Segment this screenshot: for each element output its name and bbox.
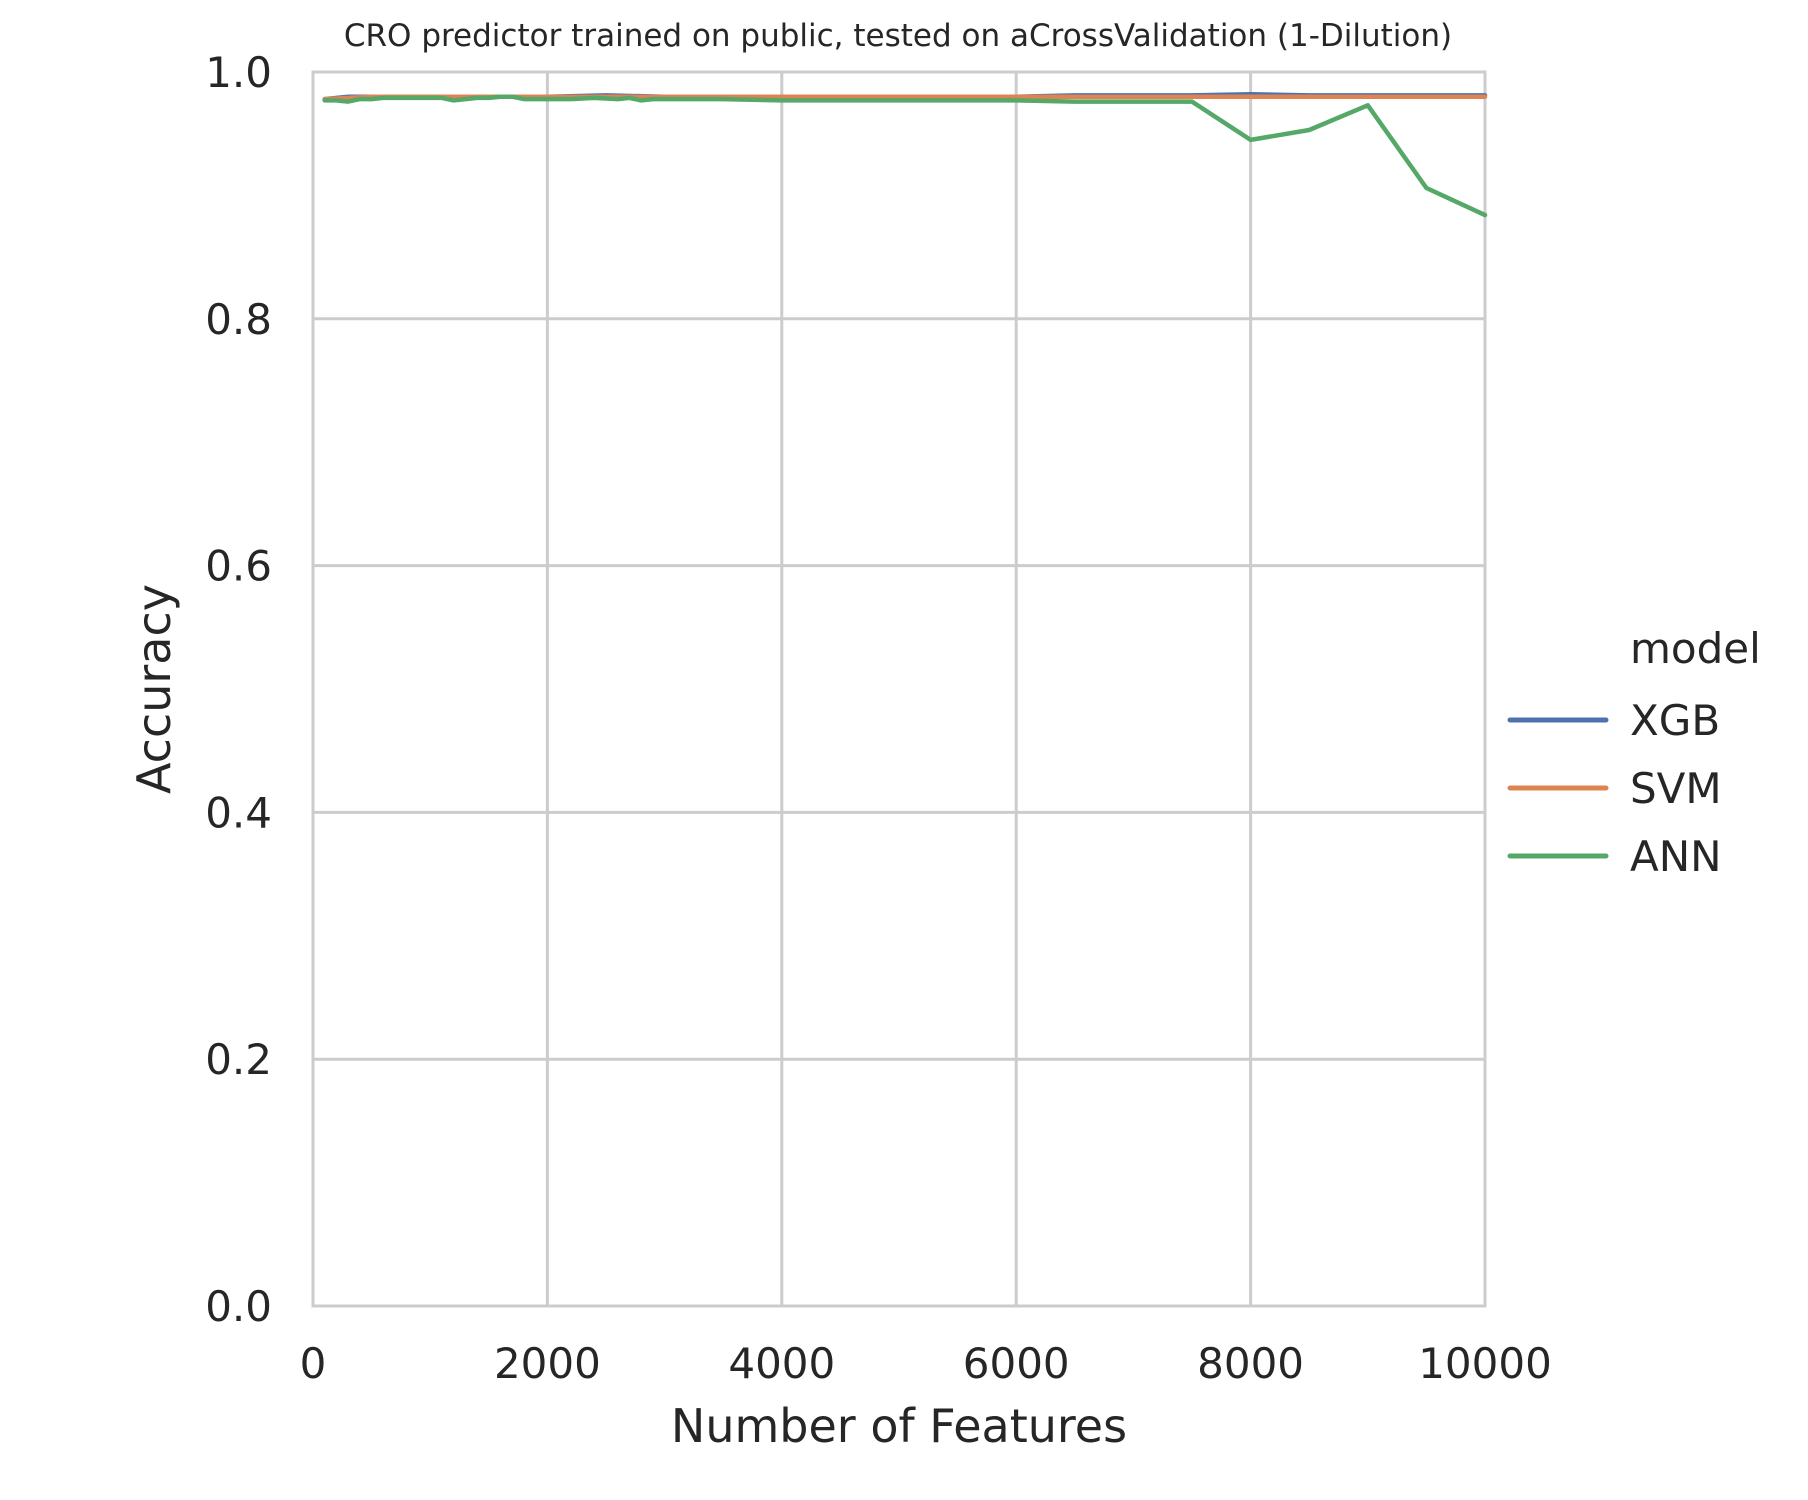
x-tick-label: 0 (300, 1339, 327, 1388)
x-tick-label: 8000 (1197, 1339, 1304, 1388)
chart-title: CRO predictor trained on public, tested … (344, 18, 1452, 54)
plot-area-border (311, 70, 1487, 1308)
x-axis-label: Number of Features (671, 1399, 1127, 1453)
x-tick-label: 4000 (728, 1339, 835, 1388)
x-tick-label: 10000 (1418, 1339, 1552, 1388)
x-tick-labels: 0 2000 4000 6000 8000 10000 (300, 1339, 1552, 1388)
y-tick-label: 0.0 (205, 1282, 272, 1331)
y-tick-label: 0.4 (205, 788, 272, 837)
x-tick-label: 2000 (494, 1339, 601, 1388)
legend-label-xgb: XGB (1630, 696, 1720, 745)
y-tick-labels: 0.0 0.2 0.4 0.6 0.8 1.0 (205, 48, 272, 1331)
legend-label-ann: ANN (1630, 832, 1722, 881)
series-line-ann (322, 94, 1488, 218)
axes-frame (311, 70, 1487, 1308)
y-tick-label: 0.2 (205, 1035, 272, 1084)
y-tick-label: 0.6 (205, 542, 272, 591)
legend: model XGB SVM ANN (1507, 624, 1761, 881)
grid-lines (311, 70, 1487, 1308)
x-tick-label: 6000 (963, 1339, 1070, 1388)
legend-title: model (1630, 624, 1761, 673)
legend-label-svm: SVM (1630, 764, 1722, 813)
series-lines (322, 91, 1488, 218)
y-axis-label: Accuracy (127, 584, 181, 794)
y-tick-label: 0.8 (205, 295, 272, 344)
y-tick-label: 1.0 (205, 48, 272, 97)
